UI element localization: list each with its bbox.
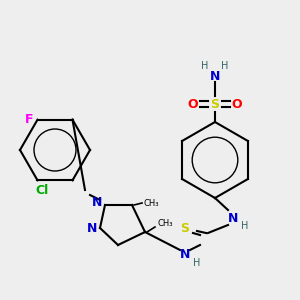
Text: N: N — [228, 212, 238, 224]
Text: N: N — [210, 70, 220, 83]
Text: Cl: Cl — [36, 184, 49, 197]
Text: CH₃: CH₃ — [144, 199, 160, 208]
Text: N: N — [87, 221, 97, 235]
Text: N: N — [92, 196, 102, 208]
Text: O: O — [232, 98, 242, 110]
Text: H: H — [221, 61, 229, 71]
Text: CH₃: CH₃ — [157, 220, 172, 229]
Text: S: S — [181, 221, 190, 235]
Text: N: N — [180, 248, 190, 262]
Text: H: H — [201, 61, 209, 71]
Text: H: H — [193, 258, 201, 268]
Text: F: F — [25, 113, 34, 126]
Text: S: S — [211, 98, 220, 110]
Text: O: O — [188, 98, 198, 110]
Text: H: H — [241, 221, 249, 231]
